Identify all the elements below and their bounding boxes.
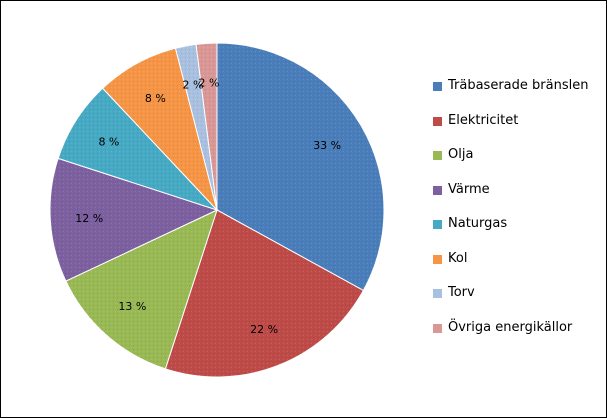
legend-item-vriga-energik-llor: Övriga energikällor bbox=[433, 317, 603, 352]
legend-label: Värme bbox=[448, 181, 490, 197]
legend-label: Naturgas bbox=[448, 216, 508, 231]
legend-label: Övriga energikällor bbox=[448, 319, 573, 335]
data-label-vriga-energik-llor: 2 % bbox=[198, 76, 219, 89]
pie-slice-texture bbox=[175, 44, 217, 210]
data-label-torv: 2 % bbox=[183, 78, 204, 91]
legend-item-naturgas: Naturgas bbox=[433, 213, 603, 248]
data-label-naturgas: 8 % bbox=[98, 135, 119, 148]
legend-swatch bbox=[433, 116, 442, 126]
pie-slice-texture bbox=[58, 88, 218, 210]
legend-swatch bbox=[433, 82, 442, 91]
legend: Träbaserade bränslen Elektricitet Olja Värm… bbox=[433, 75, 603, 351]
legend-label: Träbaserade bränslen bbox=[448, 78, 589, 93]
data-label-olja: 13 % bbox=[118, 300, 146, 313]
legend-swatch bbox=[433, 254, 442, 264]
data-label-v-rme: 12 % bbox=[75, 212, 103, 225]
pie-slice-texture bbox=[165, 210, 364, 378]
data-label-elektricitet: 22 % bbox=[250, 323, 278, 336]
legend-item-kol: Kol bbox=[433, 248, 603, 283]
legend-label: Elektricitet bbox=[448, 112, 519, 128]
legend-swatch bbox=[433, 220, 442, 229]
legend-item-torv: Torv bbox=[433, 282, 603, 317]
pie-slice-texture bbox=[217, 43, 384, 291]
legend-label: Torv bbox=[448, 285, 475, 300]
data-label-tr-baserade-br-nslen: 33 % bbox=[313, 139, 341, 152]
legend-item-elektricitet: Elektricitet bbox=[433, 110, 603, 145]
data-label-kol: 8 % bbox=[145, 92, 166, 105]
legend-swatch bbox=[433, 185, 442, 195]
legend-swatch bbox=[433, 289, 442, 298]
legend-item-tr-baserade-br-nslen: Träbaserade bränslen bbox=[433, 75, 603, 110]
pie-slice-texture bbox=[102, 48, 217, 210]
legend-swatch bbox=[433, 323, 442, 333]
legend-swatch bbox=[433, 151, 442, 160]
legend-item-olja: Olja bbox=[433, 144, 603, 179]
legend-label: Kol bbox=[448, 250, 468, 266]
pie-slice-texture bbox=[65, 210, 217, 369]
pie-slice-texture bbox=[50, 158, 217, 282]
pie-slice-texture bbox=[196, 43, 217, 210]
legend-item-v-rme: Värme bbox=[433, 179, 603, 214]
legend-label: Olja bbox=[448, 147, 474, 162]
